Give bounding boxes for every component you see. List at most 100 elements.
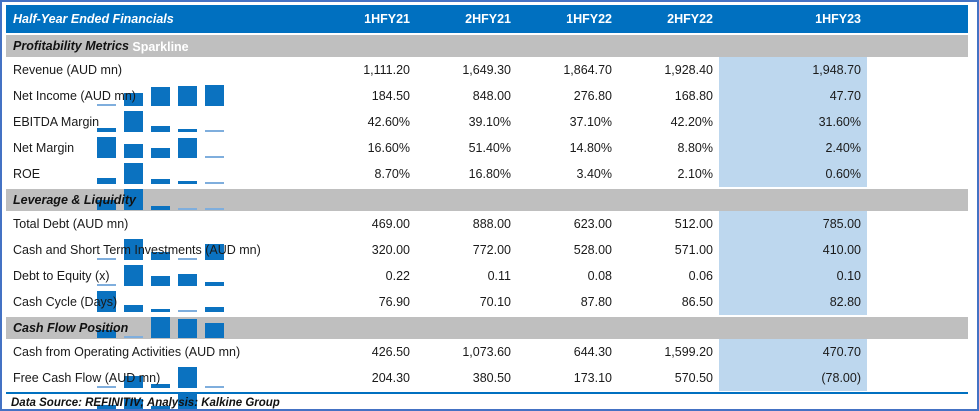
- row-label: Cash Cycle (Days): [13, 295, 118, 309]
- sparkline-bar: [151, 309, 170, 312]
- sparkline-bar: [178, 309, 197, 312]
- cell-value: 570.50: [674, 371, 713, 385]
- bottom-rule: [6, 392, 968, 394]
- cell-value: 204.30: [371, 371, 410, 385]
- cell-value: 1,073.60: [462, 345, 511, 359]
- column-header-2hfy21: 2HFY21: [465, 12, 511, 26]
- table-body: Profitability Metrics Revenue (AUD mn) 1,1…: [6, 35, 974, 409]
- data-row: Debt to Equity (x) 0.22 0.11 0.08 0.06 0.10: [6, 263, 968, 312]
- cell-value: 888.00: [472, 217, 511, 231]
- cell-value: 16.80%: [468, 167, 511, 181]
- footer-note: Data Source: REFINITIV; Analysis: Kalkin…: [11, 397, 280, 409]
- data-row: Cash Cycle (Days) 76.90 70.10 87.80 86.50 82.…: [6, 289, 968, 338]
- sparkline-bar: [124, 92, 143, 106]
- cell-value: 623.00: [573, 217, 612, 231]
- sparkline-cell: [6, 237, 315, 263]
- sparkline-bar: [178, 128, 197, 132]
- sparkline-bar: [124, 335, 143, 338]
- cell-value: 31.60%: [719, 109, 867, 135]
- sparkline-bar: [151, 178, 170, 184]
- cell-value: 70.10: [479, 295, 511, 309]
- sparkline-bar: [97, 257, 116, 260]
- cell-value: 571.00: [674, 243, 713, 257]
- cell-value: 1,111.20: [363, 63, 410, 77]
- cell-value: 14.80%: [569, 141, 612, 155]
- row-label: Revenue (AUD mn): [13, 63, 123, 77]
- sparkline-bar: [205, 155, 224, 158]
- row-label: ROE: [13, 167, 41, 181]
- sparkline-cell: [6, 315, 315, 341]
- cell-value: 276.80: [573, 89, 612, 103]
- sparkline-bar: [178, 257, 197, 260]
- sparkline-bar: [151, 126, 170, 132]
- sparkline-bar: [151, 276, 170, 286]
- data-row: Cash from Operating Activities (AUD mn) 4…: [6, 339, 968, 388]
- cell-value: 51.40%: [468, 141, 511, 155]
- sparkline-bar: [97, 177, 116, 184]
- cell-value: 380.50: [472, 371, 511, 385]
- cell-value: 512.00: [674, 217, 713, 231]
- cell-value: 8.70%: [374, 167, 410, 181]
- sparkline-bar: [151, 147, 170, 158]
- data-row: ROE 8.70% 16.80% 3.40% 2.10% 0.60%: [6, 161, 968, 210]
- cell-value: 644.30: [573, 345, 612, 359]
- sparkline-bar: [97, 291, 116, 312]
- cell-value: 785.00: [719, 211, 867, 237]
- cell-value: 1,864.70: [563, 63, 612, 77]
- sparkline-bar: [151, 87, 170, 106]
- section-band: Cash Flow Position: [6, 317, 968, 339]
- table-header-row: Half-Year Ended Financials 1HFY21 2HFY21…: [6, 5, 968, 54]
- cell-value: 1,649.30: [462, 63, 511, 77]
- cell-value: 2.10%: [677, 167, 713, 181]
- sparkline-bar: [151, 384, 170, 388]
- sparkline-bar: [205, 306, 224, 312]
- cell-value: 0.08: [587, 269, 612, 283]
- cell-value: 173.10: [573, 371, 612, 385]
- cell-value: 1,599.20: [664, 345, 713, 359]
- sparkline-bar: [178, 85, 197, 106]
- row-label: Debt to Equity (x): [13, 269, 110, 283]
- cell-value: 848.00: [472, 89, 511, 103]
- cell-value: 168.80: [674, 89, 713, 103]
- sparkline-bar: [205, 207, 224, 210]
- sparkline-bar: [205, 281, 224, 286]
- sparkline-bar: [124, 305, 143, 312]
- sparkline-bar: [124, 111, 143, 132]
- cell-value: 16.60%: [367, 141, 410, 155]
- sparkline-bar: [178, 367, 197, 388]
- sparkline-cell: [6, 135, 315, 161]
- cell-value: 320.00: [371, 243, 410, 257]
- column-header-sparkline: Sparkline: [132, 40, 189, 54]
- cell-value: 0.06: [688, 269, 713, 283]
- cell-value: 470.70: [719, 339, 867, 365]
- cell-value: 528.00: [573, 243, 612, 257]
- sparkline-bar: [205, 322, 224, 338]
- section-band: Profitability Metrics: [6, 35, 968, 57]
- cell-value: 42.20%: [670, 115, 713, 129]
- row-label: Net Margin: [13, 141, 75, 155]
- sparkline-bar: [97, 137, 116, 158]
- cell-value: 2.40%: [719, 135, 867, 161]
- sparkline-bar: [205, 85, 224, 106]
- data-row: Net Margin 16.60% 51.40% 14.80% 8.80% 2.40%: [6, 135, 968, 184]
- sparkline-bar: [124, 143, 143, 158]
- sparkline-bar: [178, 207, 197, 210]
- sparkline-bar: [178, 393, 197, 409]
- data-row: Cash and Short Term Investments (AUD mn)…: [6, 237, 968, 286]
- row-label: EBITDA Margin: [13, 115, 100, 129]
- cell-value: 86.50: [681, 295, 713, 309]
- sparkline-bar: [151, 206, 170, 210]
- cell-value: 3.40%: [576, 167, 612, 181]
- sparkline-bar: [178, 137, 197, 158]
- sparkline-bar: [205, 244, 224, 260]
- sparkline-bar: [124, 163, 143, 184]
- sparkline-cell: [6, 289, 315, 315]
- sparkline-bar: [124, 399, 143, 409]
- sparkline-bar: [205, 129, 224, 132]
- row-label: Net Income (AUD mn): [13, 89, 136, 103]
- row-label: Cash from Operating Activities (AUD mn): [13, 345, 241, 359]
- sparkline-cell: [6, 83, 315, 109]
- cell-value: 772.00: [472, 243, 511, 257]
- cell-value: 82.80: [719, 289, 867, 315]
